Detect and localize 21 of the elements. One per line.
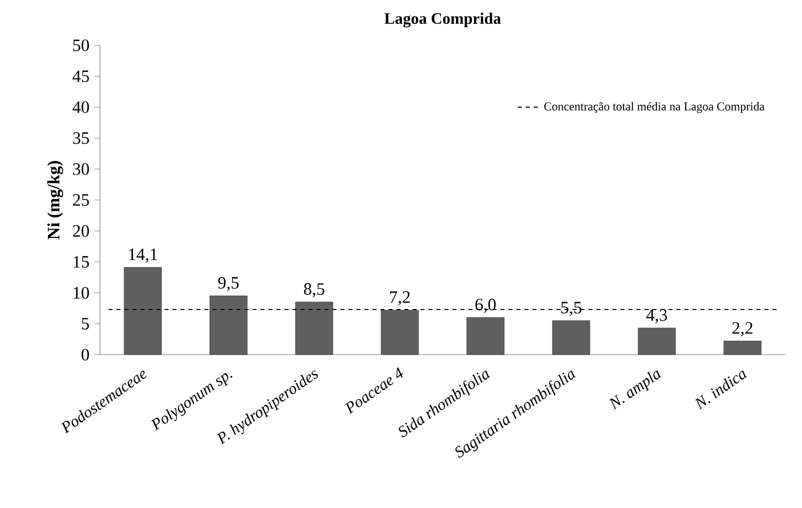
y-tick-label: 10	[74, 286, 89, 299]
y-tick-label: 0	[82, 348, 89, 361]
y-tick-label: 30	[73, 163, 89, 175]
y-tick-label: 50	[73, 39, 89, 52]
y-tick-label: 5	[82, 318, 89, 330]
data-label: 14,1	[129, 248, 157, 263]
chart-title: Lagoa Comprida	[384, 12, 501, 28]
data-label: 9,5	[218, 277, 239, 292]
data-label: 5,5	[561, 302, 582, 316]
y-tick-label: 45	[72, 70, 89, 82]
y-tick-label: 15	[74, 256, 89, 268]
data-label: 2,2	[732, 322, 752, 336]
y-tick-label: 20	[73, 225, 89, 237]
data-label: 8,5	[304, 283, 324, 298]
data-label: 4,3	[646, 309, 667, 324]
data-label: 7,2	[390, 291, 410, 306]
y-tick-label: 25	[73, 194, 89, 206]
legend-label: Concentração total média na Lagoa Comprida	[544, 102, 765, 113]
y-axis-title: Ni (mg/kg)	[47, 161, 64, 240]
y-tick-label: 40	[72, 101, 89, 114]
y-tick-label: 35	[73, 132, 89, 144]
